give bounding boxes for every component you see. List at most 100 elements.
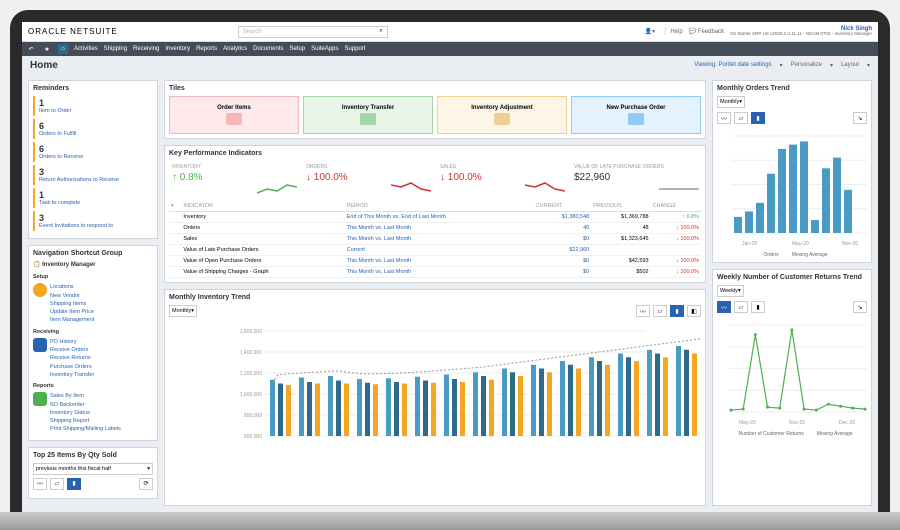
kpi-row[interactable]: Value of Late Purchase OrdersCurrent$22,… <box>169 245 701 256</box>
nav-link[interactable]: Inventory Transfer <box>50 371 94 379</box>
chart-line-icon[interactable]: 〰 <box>717 301 731 313</box>
nav-link[interactable]: Update Item Price <box>50 308 94 316</box>
tile[interactable]: Inventory Transfer <box>303 96 433 134</box>
star-icon[interactable]: ★ <box>42 44 52 54</box>
chart-type-area[interactable]: ▱ <box>50 478 64 490</box>
nav-link[interactable]: PO History <box>50 338 94 346</box>
top25-portlet: Top 25 Items By Qty Sold previous months… <box>28 447 158 499</box>
user-block[interactable]: Nick Singh SS Starter SRP US v2020.2.0.1… <box>730 26 872 38</box>
reminder-item[interactable]: 6Orders to Fulfill <box>33 119 153 139</box>
nav-suiteapps[interactable]: SuiteApps <box>311 46 338 52</box>
tile[interactable]: Inventory Adjustment <box>437 96 567 134</box>
nav-setup[interactable]: Setup <box>289 46 305 52</box>
svg-text:1,600,000: 1,600,000 <box>240 329 262 335</box>
kpi-card[interactable]: Orders↓ 100.0% <box>303 161 433 197</box>
search-icon: ⌕ <box>379 28 382 35</box>
svg-text:1,200,000: 1,200,000 <box>240 371 262 377</box>
chart-line-icon[interactable]: 〰 <box>636 305 650 317</box>
nav-link[interactable]: Receive Orders <box>50 346 94 354</box>
svg-text:1,000,000: 1,000,000 <box>240 392 262 398</box>
nav-link[interactable]: Shipping Items <box>50 300 94 308</box>
chart-trend-icon[interactable]: ↘ <box>853 112 867 124</box>
reminders-portlet: Reminders 1Item to Order6Orders to Fulfi… <box>28 80 158 239</box>
kpi-table: ▾IndicatorPeriodCurrentPreviousChange In… <box>169 201 701 278</box>
svg-text:800,000: 800,000 <box>244 413 262 419</box>
nav-link[interactable]: Locations <box>50 283 94 291</box>
orders-trend-chart: Jan-20May-20Nov-20 <box>717 128 867 248</box>
chart-type-bar[interactable]: ▮ <box>67 478 81 490</box>
nav-reports[interactable]: Reports <box>196 46 217 52</box>
layout-link[interactable]: Layout <box>841 62 859 69</box>
svg-text:Dec-20: Dec-20 <box>839 420 855 426</box>
chart-refresh[interactable]: ⟳ <box>139 478 153 490</box>
page-header: Home Viewing: Portlet date settings▾ Per… <box>22 56 878 74</box>
nav-receiving[interactable]: Receiving <box>133 46 159 52</box>
nav-shortcut-portlet: Navigation Shortcut Group 📋 Inventory Ma… <box>28 245 158 441</box>
svg-text:600,000: 600,000 <box>244 434 262 440</box>
nav-shipping[interactable]: Shipping <box>104 46 127 52</box>
kpi-card[interactable]: Inventory↑ 0.8% <box>169 161 299 197</box>
chart-bar-icon[interactable]: ▮ <box>751 112 765 124</box>
global-search[interactable]: Search⌕ <box>238 26 388 38</box>
kpi-card[interactable]: Value of Late Purchase Orders$22,960 <box>571 161 701 197</box>
tiles-portlet: Tiles Order ItemsInventory TransferInven… <box>164 80 706 139</box>
reminder-item[interactable]: 3Event Invitations to respond to <box>33 211 153 231</box>
nav-link[interactable]: Sales By Item <box>50 392 121 400</box>
nav-link[interactable]: Inventory Status <box>50 409 121 417</box>
returns-trend-chart: May-20 Nov-20 Dec-20 <box>717 317 867 427</box>
svg-text:May-20: May-20 <box>739 420 756 426</box>
chart-bar-icon[interactable]: ▮ <box>670 305 684 317</box>
box-icon <box>33 338 47 352</box>
nav-link[interactable]: Item Management <box>50 316 94 324</box>
report-icon <box>33 392 47 406</box>
reminder-item[interactable]: 6Orders to Receive <box>33 142 153 162</box>
kpi-row[interactable]: Value of Shipping Charges - GraphThis Mo… <box>169 267 701 278</box>
feedback-link[interactable]: 💬 Feedback <box>689 28 725 35</box>
chart-line-icon[interactable]: 〰 <box>717 112 731 124</box>
reminder-item[interactable]: 3Return Authorizations to Receive <box>33 165 153 185</box>
chart-trend-icon[interactable]: ↘ <box>853 301 867 313</box>
nav-link[interactable]: New Vendor <box>50 292 94 300</box>
reminder-item[interactable]: 1Task to complete <box>33 188 153 208</box>
kpi-row[interactable]: InventoryEnd of This Month vs. End of La… <box>169 212 701 223</box>
kpi-row[interactable]: Value of Open Purchase OrdersThis Month … <box>169 256 701 267</box>
user-icon[interactable]: 👤▾ <box>645 28 655 35</box>
svg-text:1,400,000: 1,400,000 <box>240 350 262 356</box>
nav-link[interactable]: Purchase Orders <box>50 363 94 371</box>
svg-text:May-20: May-20 <box>792 241 809 247</box>
back-icon[interactable]: ↶ <box>26 44 36 54</box>
nav-link[interactable]: Print Shipping/Mailing Labels <box>50 425 121 433</box>
nav-analytics[interactable]: Analytics <box>223 46 247 52</box>
topbar: ORACLE NETSUITE Search⌕ 👤▾ ❔ Help 💬 Feed… <box>22 22 878 42</box>
reminder-item[interactable]: 1Item to Order <box>33 96 153 116</box>
inv-trend-select[interactable]: Monthly ▾ <box>169 305 197 317</box>
top25-select[interactable]: previous months this fiscal half▾ <box>33 463 153 475</box>
tile[interactable]: New Purchase Order <box>571 96 701 134</box>
kpi-row[interactable]: SalesThis Month vs. Last Month$0$1,323,6… <box>169 234 701 245</box>
chart-bar-icon[interactable]: ▮ <box>751 301 765 313</box>
chart-area-icon[interactable]: ▱ <box>734 301 748 313</box>
chart-type-line[interactable]: 〰 <box>33 478 47 490</box>
tile[interactable]: Order Items <box>169 96 299 134</box>
help-link[interactable]: ❔ Help <box>661 28 682 35</box>
nav-activities[interactable]: Activities <box>74 46 98 52</box>
kpi-row[interactable]: OrdersThis Month vs. Last Month4048↓ 100… <box>169 223 701 234</box>
nav-link[interactable]: Receive Returns <box>50 354 94 362</box>
chart-area-icon[interactable]: ▱ <box>653 305 667 317</box>
home-icon[interactable]: ⌂ <box>58 44 68 54</box>
nav-support[interactable]: Support <box>345 46 366 52</box>
nav-documents[interactable]: Documents <box>253 46 283 52</box>
main-nav: ↶ ★ ⌂ Activities Shipping Receiving Inve… <box>22 42 878 56</box>
svg-text:Nov-20: Nov-20 <box>789 420 805 426</box>
chart-alt-icon[interactable]: ◧ <box>687 305 701 317</box>
chart-area-icon[interactable]: ▱ <box>734 112 748 124</box>
nav-link[interactable]: SO Backorder <box>50 401 121 409</box>
kpi-card[interactable]: Sales↓ 100.0% <box>437 161 567 197</box>
page-title: Home <box>30 60 58 71</box>
personalize-link[interactable]: Personalize <box>791 62 822 69</box>
orders-select[interactable]: Monthly ▾ <box>717 96 745 108</box>
nav-link[interactable]: Shipping Report <box>50 417 121 425</box>
nav-inventory[interactable]: Inventory <box>165 46 190 52</box>
returns-select[interactable]: Weekly ▾ <box>717 285 744 297</box>
viewing-label[interactable]: Viewing: Portlet date settings <box>694 62 771 69</box>
